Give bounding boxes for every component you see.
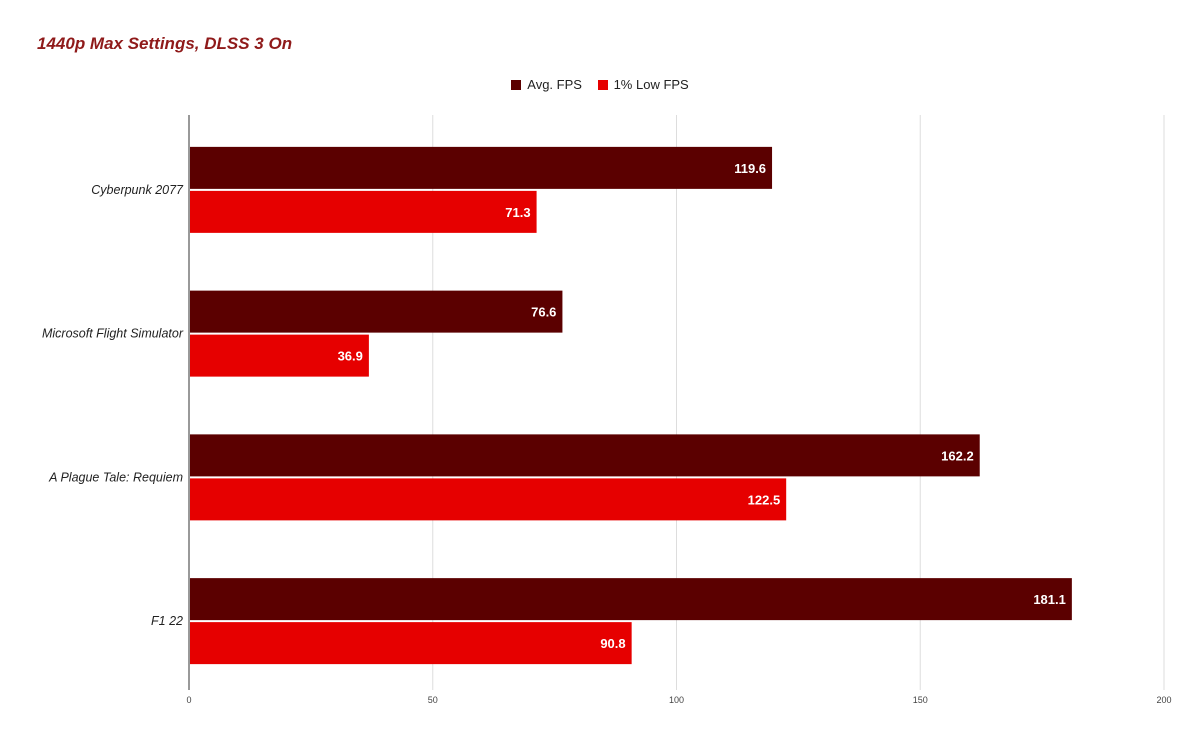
data-label: 36.9 bbox=[338, 349, 363, 364]
bar bbox=[190, 478, 787, 521]
legend-item-low: 1% Low FPS bbox=[597, 77, 689, 92]
data-label: 119.6 bbox=[734, 161, 766, 176]
data-label: 122.5 bbox=[748, 492, 781, 507]
bar bbox=[190, 622, 632, 665]
category-label: Microsoft Flight Simulator bbox=[42, 327, 184, 341]
bar bbox=[190, 578, 1072, 621]
data-label: 90.8 bbox=[600, 636, 625, 651]
data-label: 71.3 bbox=[505, 205, 530, 220]
legend-label: 1% Low FPS bbox=[613, 77, 689, 92]
x-tick-label: 100 bbox=[669, 695, 684, 705]
data-label: 76.6 bbox=[531, 305, 556, 320]
category-label: A Plague Tale: Requiem bbox=[48, 470, 183, 484]
x-tick-label: 200 bbox=[1156, 695, 1171, 705]
chart-title: 1440p Max Settings, DLSS 3 On bbox=[37, 34, 293, 53]
legend-swatch bbox=[597, 79, 608, 90]
bar bbox=[190, 434, 980, 477]
bar bbox=[190, 190, 537, 233]
category-label: Cyberpunk 2077 bbox=[91, 183, 184, 197]
category-label: F1 22 bbox=[151, 614, 183, 628]
x-tick-label: 50 bbox=[428, 695, 438, 705]
legend-item-avg: Avg. FPS bbox=[511, 77, 582, 92]
data-label: 181.1 bbox=[1033, 592, 1066, 607]
bar bbox=[190, 146, 773, 189]
legend: Avg. FPS 1% Low FPS bbox=[0, 77, 1200, 93]
x-tick-label: 150 bbox=[913, 695, 928, 705]
legend-swatch bbox=[511, 79, 522, 90]
data-label: 162.2 bbox=[941, 448, 974, 463]
x-tick-label: 0 bbox=[186, 695, 191, 705]
bar bbox=[190, 290, 563, 333]
bar bbox=[190, 334, 369, 377]
legend-label: Avg. FPS bbox=[527, 77, 582, 92]
